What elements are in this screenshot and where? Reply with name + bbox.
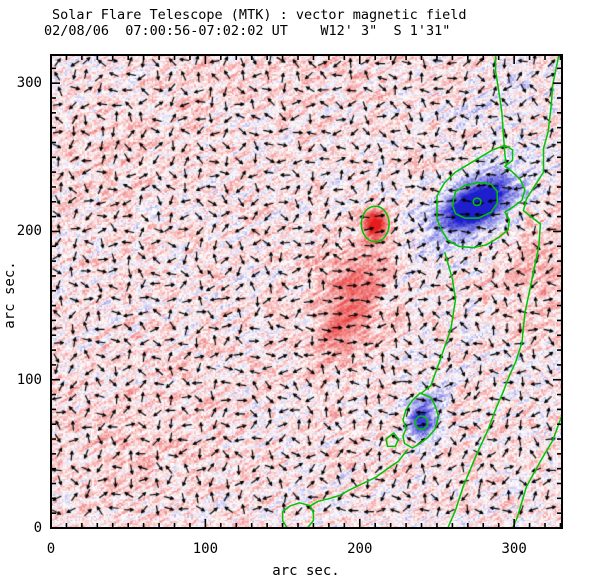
green-contour-ellipse — [414, 415, 429, 431]
y-tick-label: 300 — [16, 75, 42, 92]
green-contour-line — [421, 251, 457, 394]
plot-frame — [50, 54, 563, 529]
green-contour-loop — [402, 392, 440, 449]
green-contour-loop — [385, 432, 400, 448]
x-tick-label: 300 — [501, 541, 527, 557]
green-contour-ellipse — [360, 205, 390, 243]
green-contour-ellipse — [472, 197, 482, 207]
y-tick-label: 100 — [16, 371, 42, 388]
green-contour-loop — [281, 502, 315, 529]
figure-title: Solar Flare Telescope (MTK) : vector mag… — [52, 7, 467, 23]
y-tick-label: 200 — [16, 223, 42, 240]
y-axis-label: arc sec. — [2, 261, 18, 329]
green-contour-line — [511, 415, 563, 529]
x-axis-label: arc sec. — [272, 563, 340, 579]
magnetic-field-canvas — [51, 55, 562, 528]
green-contour-line — [494, 55, 508, 167]
x-tick-label: 0 — [46, 541, 56, 557]
green-contour-line — [447, 54, 560, 529]
figure-subtitle: 02/08/06 07:00:56-07:02:02 UT W12' 3" S … — [44, 23, 451, 39]
x-tick-label: 100 — [192, 541, 219, 557]
green-contour-loop — [451, 181, 498, 219]
green-contour-line — [310, 448, 409, 507]
y-tick-label: 0 — [33, 520, 42, 536]
green-contour-loop — [436, 144, 526, 249]
x-tick-label: 200 — [347, 541, 373, 557]
